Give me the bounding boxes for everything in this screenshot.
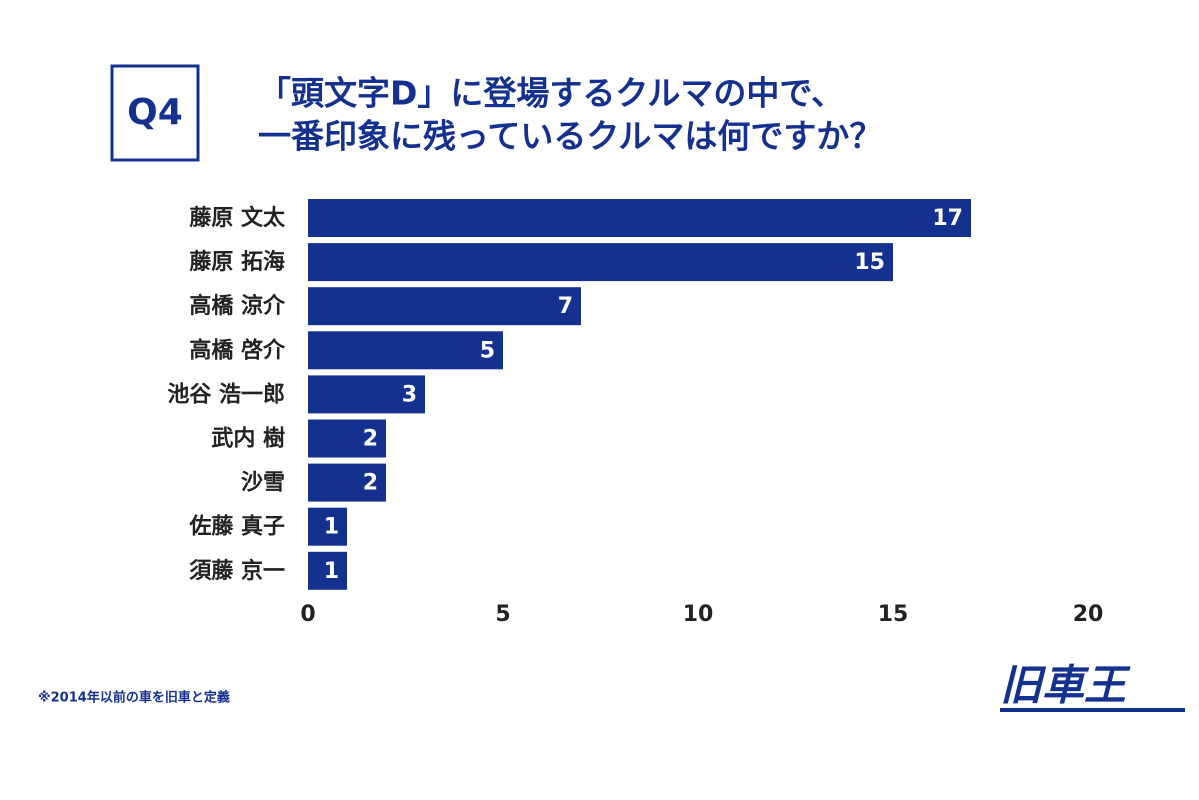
y-tick-label: 池谷 浩一郎: [167, 381, 285, 407]
y-tick-label: 藤原 文太: [189, 205, 286, 231]
data-label: 1: [324, 559, 339, 584]
y-tick-label: 高橋 涼介: [189, 293, 286, 319]
data-label: 1: [324, 515, 339, 540]
y-tick-label: 藤原 拓海: [189, 249, 285, 275]
data-label: 17: [932, 206, 963, 231]
data-label: 3: [402, 382, 417, 407]
chart-title: 一番印象に残っているクルマは何ですか？: [258, 117, 882, 156]
bar: [308, 551, 347, 590]
footnote: ※2014年以前の車を旧車と定義: [38, 690, 230, 706]
bar: [308, 507, 347, 546]
y-tick-label: 高橋 啓介: [189, 337, 286, 363]
logo-underline: [1000, 708, 1185, 712]
data-label: 2: [363, 427, 378, 452]
logo: 旧車王: [1000, 661, 1131, 710]
x-tick-label: 15: [878, 602, 909, 627]
bar: [308, 287, 581, 326]
badge-frame: [110, 64, 200, 162]
x-tick-label: 5: [495, 602, 510, 627]
x-tick-label: 0: [300, 602, 315, 627]
x-tick-label: 20: [1073, 602, 1104, 627]
data-label: 5: [480, 338, 495, 363]
y-tick-label: 佐藤 真子: [188, 514, 285, 540]
data-label: 2: [363, 471, 378, 496]
data-label: 7: [558, 294, 573, 319]
bar: [308, 463, 386, 502]
data-label: 15: [854, 250, 885, 275]
y-tick-label: 武内 樹: [211, 426, 285, 452]
bar: [308, 419, 386, 458]
y-tick-label: 沙雪: [241, 471, 285, 496]
bar: [308, 375, 425, 414]
x-tick-label: 10: [683, 602, 714, 627]
badge: Q4: [127, 92, 183, 133]
bar: [308, 199, 971, 237]
chart-title: 「頭文字D」に登場するクルマの中で、: [258, 74, 844, 113]
y-tick-label: 須藤 京一: [189, 558, 285, 584]
bar: [308, 331, 503, 370]
bar: [308, 243, 893, 282]
